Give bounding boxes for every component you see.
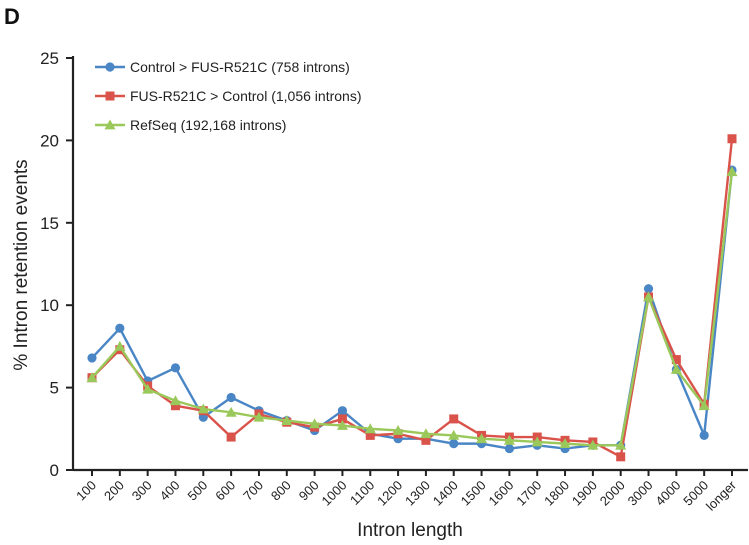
x-tick-label: 3000 (625, 478, 656, 509)
data-point (86, 372, 98, 383)
series-line (91, 171, 734, 447)
data-point (309, 418, 321, 429)
legend-label: RefSeq (192,168 introns) (130, 117, 286, 133)
data-point (225, 406, 237, 417)
data-point (365, 430, 375, 440)
x-tick-label: 4000 (652, 478, 683, 509)
data-point (643, 291, 655, 302)
x-tick-label: 2000 (597, 478, 628, 509)
series-3 (86, 166, 738, 450)
data-point (420, 428, 432, 439)
data-point (169, 395, 181, 406)
x-tick-label: 800 (268, 478, 294, 504)
x-tick-label: 1800 (541, 478, 572, 509)
data-point (504, 443, 514, 454)
legend-label: Control > FUS-R521C (758 introns) (130, 59, 350, 75)
data-point (392, 424, 404, 435)
x-tick-label: 1200 (374, 478, 405, 509)
data-point (449, 439, 459, 449)
legend-entry: FUS-R521C > Control (1,056 introns) (95, 88, 362, 104)
y-tick-label: 10 (40, 296, 59, 315)
data-point (114, 340, 126, 351)
data-point (337, 414, 347, 424)
legend-marker (105, 62, 115, 72)
legend-label: FUS-R521C > Control (1,056 introns) (130, 88, 362, 104)
x-tick-label: 1400 (430, 478, 461, 509)
legend: Control > FUS-R521C (758 introns) FUS-R52… (95, 59, 362, 133)
data-point (698, 400, 710, 411)
series-layer (86, 134, 738, 462)
data-point (87, 353, 97, 363)
x-tick-label: 200 (101, 478, 127, 504)
y-tick-label: 0 (50, 461, 59, 480)
x-tick-label: longer (703, 477, 740, 514)
data-point (197, 403, 209, 414)
x-tick-label: 1300 (402, 478, 433, 509)
x-tick-label: 1600 (485, 478, 516, 509)
x-tick-label: 400 (157, 478, 183, 504)
x-tick-label: 900 (296, 478, 322, 504)
data-point (587, 439, 599, 450)
data-point (336, 420, 348, 430)
data-point (253, 411, 265, 422)
data-point (503, 434, 515, 445)
x-tick-label: 700 (240, 478, 266, 504)
data-point (421, 435, 431, 445)
data-point (364, 423, 376, 434)
data-point (170, 401, 180, 411)
data-point (727, 134, 737, 144)
series-line (91, 138, 734, 459)
x-tick-label: 600 (212, 478, 238, 504)
x-tick-label: 1500 (458, 478, 489, 509)
x-tick-label: 1000 (318, 478, 349, 509)
legend-marker (105, 91, 115, 101)
x-tick-label: 1100 (347, 478, 377, 508)
x-tick-label: 500 (184, 478, 210, 504)
y-tick-label: 25 (40, 49, 59, 68)
data-point (559, 438, 571, 449)
x-tick-label: 1700 (513, 478, 544, 509)
data-point (226, 432, 236, 442)
data-point (448, 429, 460, 440)
data-point (337, 406, 348, 416)
data-point (170, 363, 181, 373)
x-tick-label: 100 (73, 478, 99, 504)
x-axis-title: Intron length (357, 520, 463, 541)
data-point (699, 430, 709, 440)
data-point (449, 414, 459, 424)
data-point (531, 436, 543, 447)
data-point (670, 363, 682, 374)
y-tick-label: 20 (40, 131, 59, 150)
data-point (142, 383, 154, 394)
data-point (726, 166, 738, 177)
data-point (476, 433, 488, 444)
y-axis-title: % Intron retention events (11, 159, 32, 370)
series-2 (87, 134, 737, 462)
legend-marker (104, 119, 116, 130)
y-tick-label: 15 (40, 214, 59, 233)
legend-entry: RefSeq (192,168 introns) (95, 117, 286, 133)
data-point (616, 452, 626, 462)
data-point (115, 323, 125, 333)
panel-label: D (4, 4, 20, 29)
legend-entry: Control > FUS-R521C (758 introns) (95, 59, 350, 75)
data-point (643, 284, 654, 294)
data-point (671, 355, 681, 365)
data-point (226, 392, 236, 403)
y-tick-label: 5 (50, 379, 59, 398)
x-tick-label: 300 (129, 478, 155, 504)
series-1 (87, 165, 737, 454)
data-point (615, 439, 627, 450)
data-point (281, 415, 293, 425)
x-tick-label: 1900 (569, 478, 600, 509)
